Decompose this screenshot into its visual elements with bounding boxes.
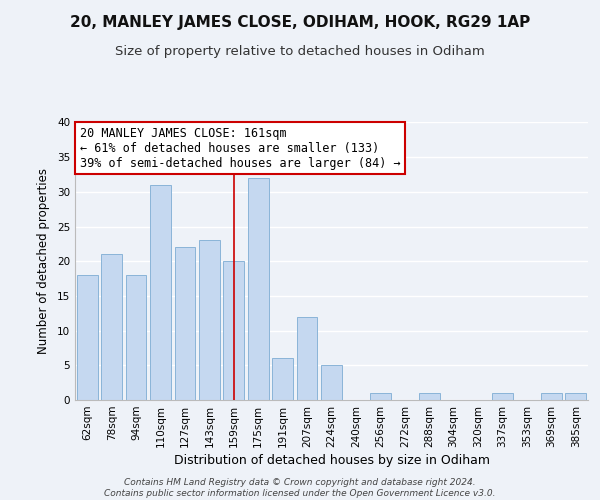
Bar bbox=[541, 393, 562, 400]
Bar bbox=[77, 275, 98, 400]
Text: Contains HM Land Registry data © Crown copyright and database right 2024.
Contai: Contains HM Land Registry data © Crown c… bbox=[104, 478, 496, 498]
Bar bbox=[565, 393, 586, 400]
Bar bbox=[175, 248, 196, 400]
Bar bbox=[370, 393, 391, 400]
Text: 20, MANLEY JAMES CLOSE, ODIHAM, HOOK, RG29 1AP: 20, MANLEY JAMES CLOSE, ODIHAM, HOOK, RG… bbox=[70, 15, 530, 30]
X-axis label: Distribution of detached houses by size in Odiham: Distribution of detached houses by size … bbox=[173, 454, 490, 467]
Bar bbox=[321, 366, 342, 400]
Bar bbox=[248, 178, 269, 400]
Text: Size of property relative to detached houses in Odiham: Size of property relative to detached ho… bbox=[115, 45, 485, 58]
Bar bbox=[199, 240, 220, 400]
Bar bbox=[419, 393, 440, 400]
Y-axis label: Number of detached properties: Number of detached properties bbox=[37, 168, 50, 354]
Bar bbox=[272, 358, 293, 400]
Bar bbox=[296, 317, 317, 400]
Bar bbox=[492, 393, 513, 400]
Bar bbox=[101, 254, 122, 400]
Bar bbox=[223, 261, 244, 400]
Bar bbox=[150, 185, 171, 400]
Bar bbox=[125, 275, 146, 400]
Text: 20 MANLEY JAMES CLOSE: 161sqm
← 61% of detached houses are smaller (133)
39% of : 20 MANLEY JAMES CLOSE: 161sqm ← 61% of d… bbox=[80, 126, 401, 170]
